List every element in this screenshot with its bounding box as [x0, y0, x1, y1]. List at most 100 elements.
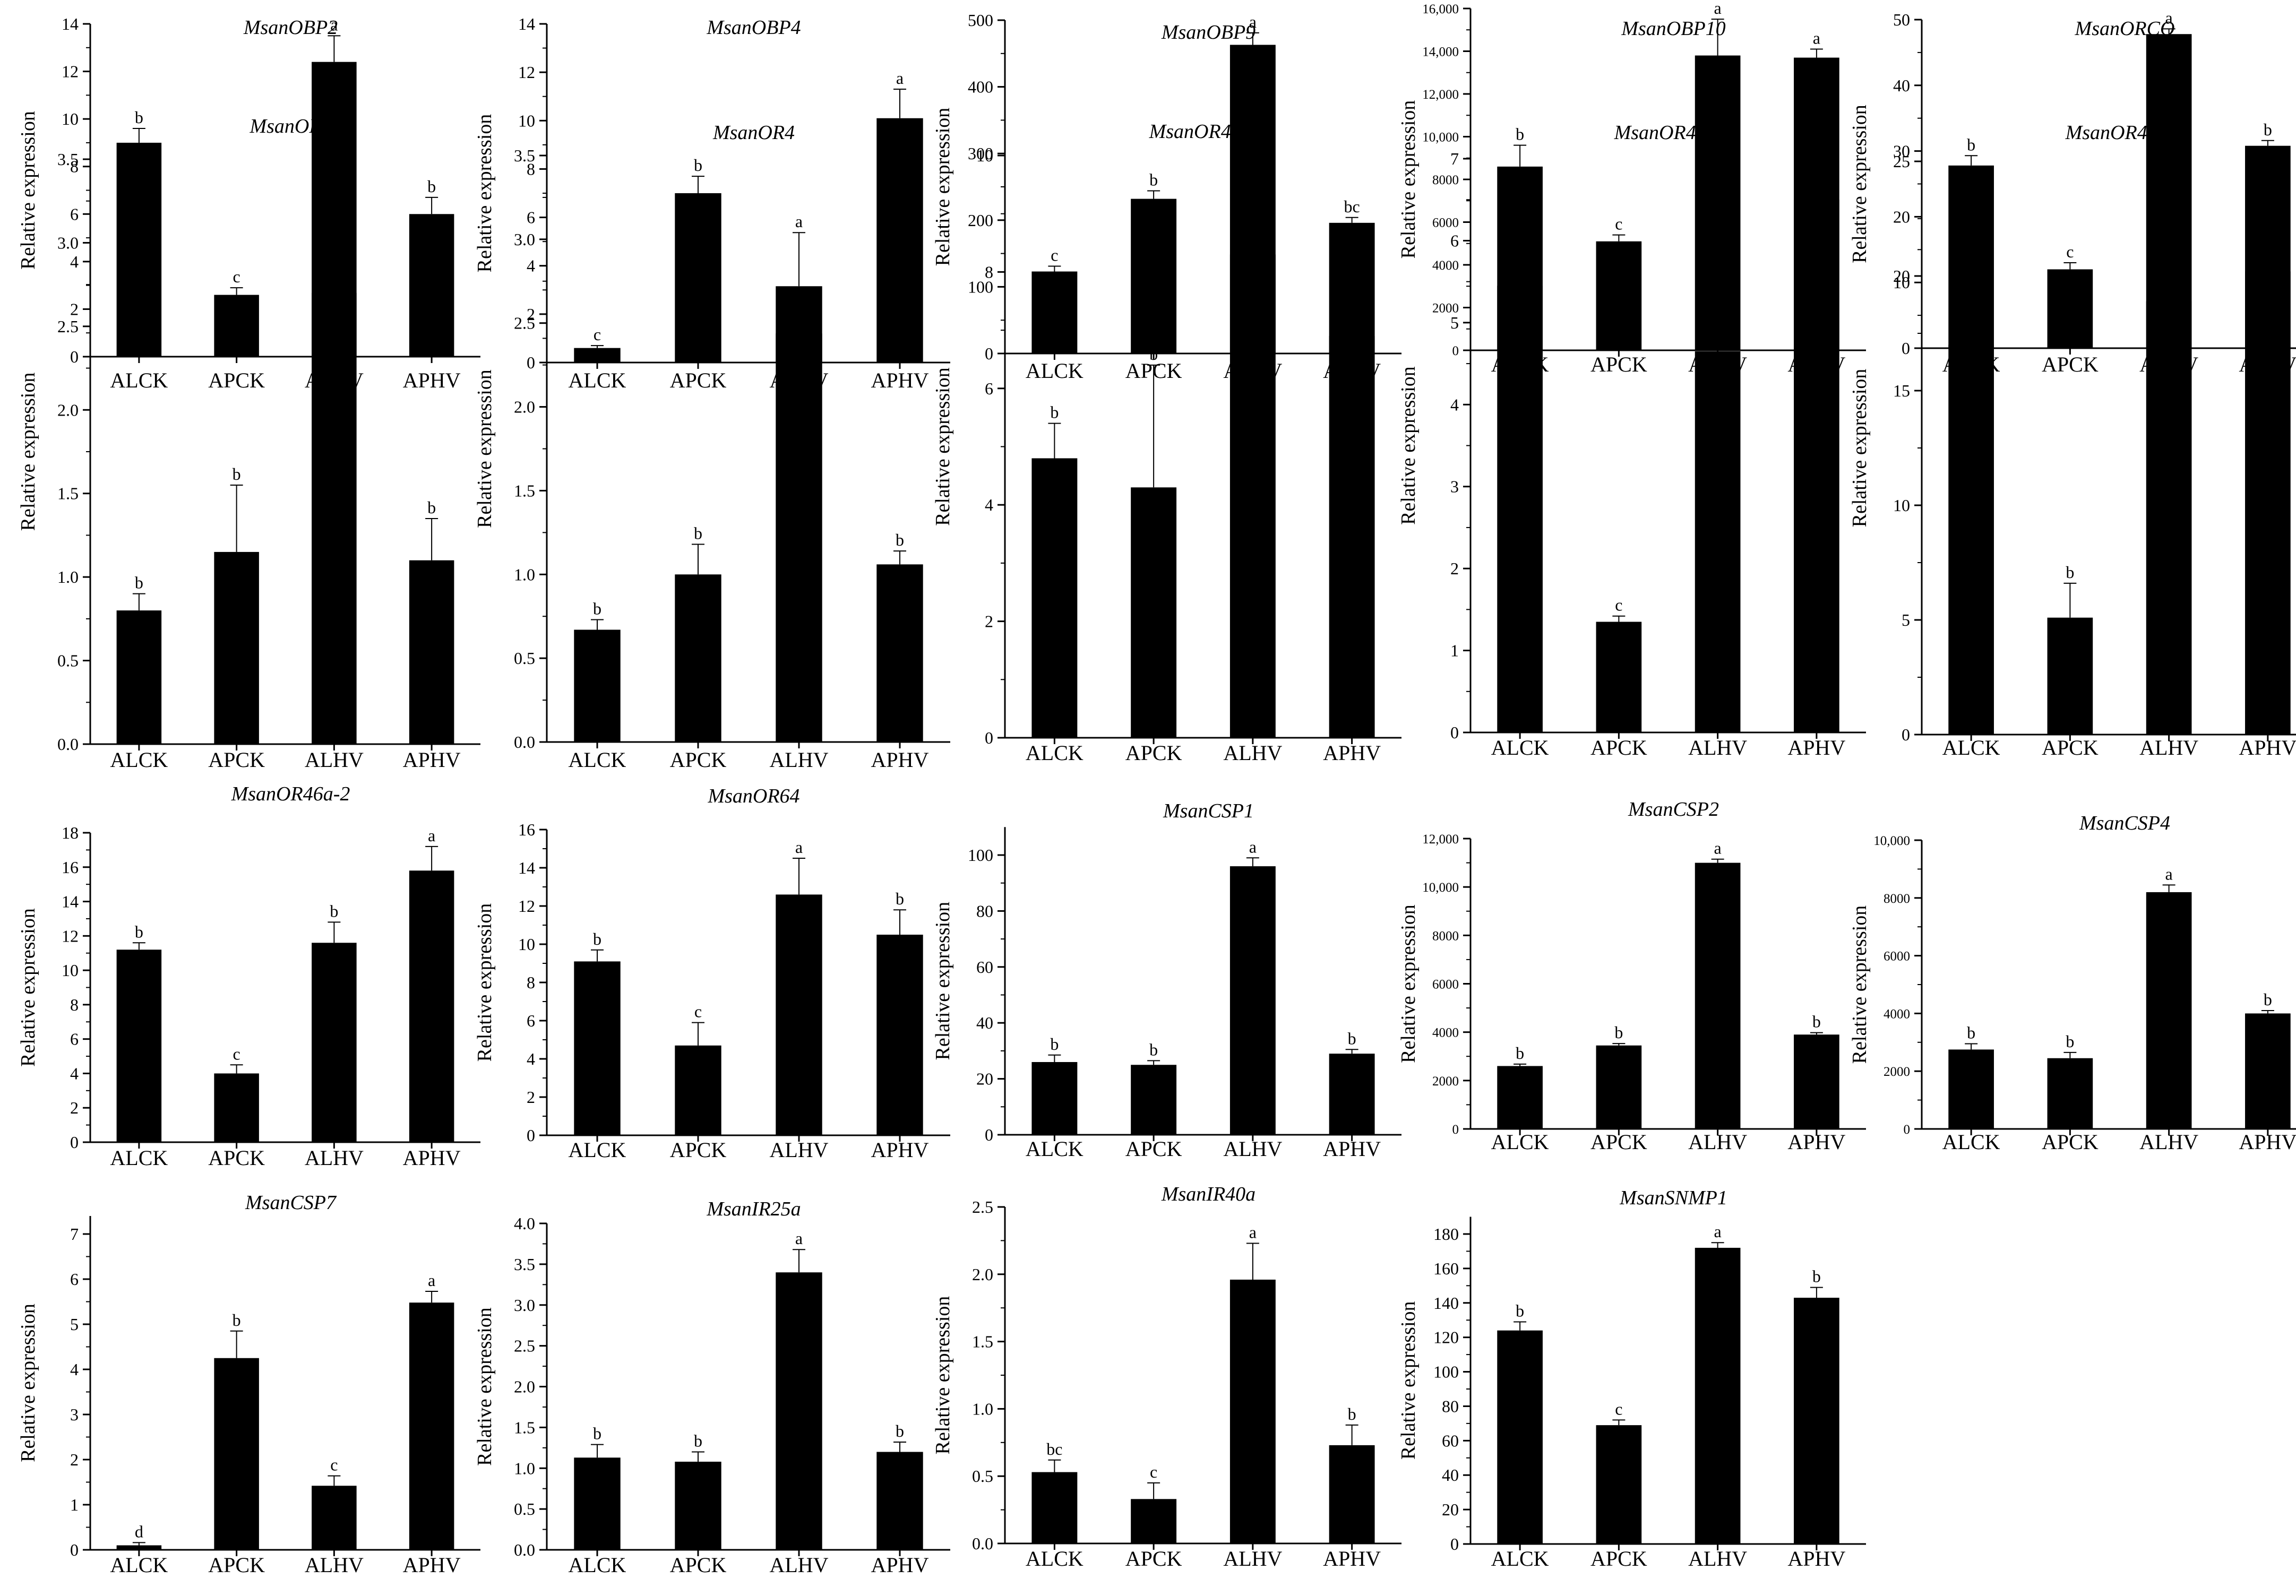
significance-letter: b	[1516, 125, 1524, 144]
y-tick-label: 20	[1893, 266, 1910, 286]
category-label: APCK	[1590, 1130, 1647, 1154]
significance-letter: a	[1714, 839, 1722, 858]
significance-letter: c	[233, 267, 240, 286]
y-tick-label: 18	[62, 823, 79, 842]
panel-title: MsanOBP2	[243, 16, 338, 39]
y-tick-label: 4	[527, 1049, 535, 1068]
significance-letter: a	[2165, 8, 2173, 27]
significance-letter: b	[896, 889, 904, 908]
y-tick-label: 2	[985, 612, 993, 631]
significance-letter: a	[1249, 1222, 1257, 1241]
bar-APCK	[2047, 1058, 2093, 1129]
y-tick-label: 1	[70, 1495, 79, 1514]
chart-panel-MsanOBP4: MsanOBP4 Relative expression 0 2 4 6 8 10 12 14 c A…	[474, 14, 950, 392]
y-tick-label: 1.5	[972, 1332, 993, 1351]
y-tick-label: 4	[70, 252, 79, 271]
y-tick-label: 2	[70, 1098, 79, 1117]
y-tick-label: 3	[1450, 477, 1459, 496]
category-label: APHV	[871, 748, 929, 772]
bar-ALHV	[2146, 301, 2192, 735]
bar-APHV	[409, 870, 454, 1142]
y-tick-label: 4000	[1432, 1026, 1459, 1040]
bar-ALHV	[312, 943, 357, 1142]
y-tick-label: 10	[1893, 273, 1910, 292]
category-label: ALCK	[1942, 736, 2000, 760]
bar-ALCK	[1031, 271, 1078, 353]
bar-ALCK	[574, 629, 621, 742]
chart-panel-MsanIR40a: MsanIR40a Relative expression 0.0 0.5 1.0 1.5…	[932, 1183, 1401, 1571]
y-tick-label: 1.0	[972, 1399, 993, 1418]
bar-APCK	[1596, 1045, 1642, 1129]
bar-ALCK	[574, 1457, 621, 1550]
significance-letter: c	[2066, 242, 2074, 261]
significance-letter: b	[1516, 1301, 1524, 1320]
chart-panel-MsanCSP4: MsanCSP4 Relative expression 0 2000 4000 6000…	[1848, 812, 2296, 1154]
category-label: ALHV	[1223, 1547, 1282, 1571]
y-tick-label: 2	[527, 305, 535, 324]
panel-title: MsanOBP10	[1621, 18, 1725, 40]
bar-APCK	[1131, 199, 1177, 353]
bar-APHV	[2245, 1013, 2291, 1129]
y-tick-label: 15	[1893, 381, 1910, 400]
y-tick-label: 4	[70, 1360, 79, 1379]
significance-letter: b	[1348, 1404, 1356, 1424]
y-tick-label: 140	[1433, 1293, 1459, 1313]
significance-letter: b	[593, 929, 601, 948]
category-label: ALHV	[305, 748, 364, 772]
panel-title: MsanOR43b-1	[1149, 120, 1268, 143]
category-label: ALHV	[305, 1553, 364, 1577]
y-tick-label: 0	[70, 1133, 79, 1152]
y-tick-label: 4000	[1432, 258, 1459, 273]
category-label: APCK	[2042, 352, 2099, 376]
y-tick-label: 1	[1450, 641, 1459, 660]
significance-letter: a	[1249, 176, 1257, 195]
y-axis-label: Relative expression	[1397, 366, 1420, 525]
bar-APCK	[1131, 1065, 1177, 1135]
y-tick-label: 2	[1450, 559, 1459, 578]
panel-title: MsanCSP1	[1163, 800, 1254, 822]
significance-letter: b	[427, 498, 436, 517]
y-tick-label: 4000	[1884, 1007, 1910, 1021]
y-tick-label: 0	[1904, 1123, 1911, 1137]
y-tick-label: 40	[976, 1013, 993, 1032]
y-tick-label: 0	[1902, 339, 1910, 358]
significance-letter: b	[233, 1310, 241, 1330]
category-label: ALHV	[769, 748, 828, 772]
y-tick-label: 20	[976, 1069, 993, 1089]
bar-APHV	[876, 118, 923, 363]
bar-APHV	[876, 935, 923, 1135]
bar-ALCK	[1031, 458, 1078, 738]
significance-letter: a	[1813, 28, 1820, 47]
category-label: ALCK	[1026, 1547, 1083, 1571]
y-tick-label: 2.5	[57, 317, 79, 336]
significance-letter: b	[1967, 135, 1975, 154]
y-tick-label: 20	[1893, 207, 1910, 226]
y-tick-label: 3.5	[57, 150, 79, 169]
bar-ALCK	[1497, 1330, 1543, 1544]
y-tick-label: 10	[62, 961, 79, 980]
bar-APHV	[409, 560, 454, 744]
significance-letter: b	[1967, 1023, 1975, 1042]
significance-letter: c	[330, 1455, 338, 1474]
y-tick-label: 100	[968, 846, 993, 865]
y-tick-label: 12,000	[1422, 88, 1459, 102]
bar-ALCK	[1948, 1049, 1994, 1129]
y-tick-label: 300	[968, 144, 993, 163]
y-tick-label: 0	[1450, 723, 1459, 742]
y-tick-label: 0.0	[972, 1534, 993, 1553]
chart-panel-MsanOBP2: MsanOBP2 Relative expression 0 2 4 6 8 10 12 14 b A…	[17, 14, 480, 392]
y-axis-label: Relative expression	[1848, 905, 1871, 1064]
significance-letter: b	[2066, 1032, 2074, 1051]
significance-letter: a	[1714, 1222, 1722, 1241]
bar-APHV	[1329, 336, 1375, 738]
y-axis-label: Relative expression	[932, 367, 954, 526]
panel-title: MsanCSP4	[2079, 812, 2170, 834]
significance-letter: b	[1516, 1043, 1524, 1063]
y-tick-label: 1.0	[57, 567, 79, 586]
y-tick-label: 14,000	[1422, 45, 1459, 59]
y-axis-label: Relative expression	[1397, 100, 1420, 259]
panel-title: MsanIR25a	[706, 1198, 801, 1220]
y-tick-label: 0.5	[972, 1466, 993, 1486]
bar-APCK	[2047, 617, 2093, 735]
